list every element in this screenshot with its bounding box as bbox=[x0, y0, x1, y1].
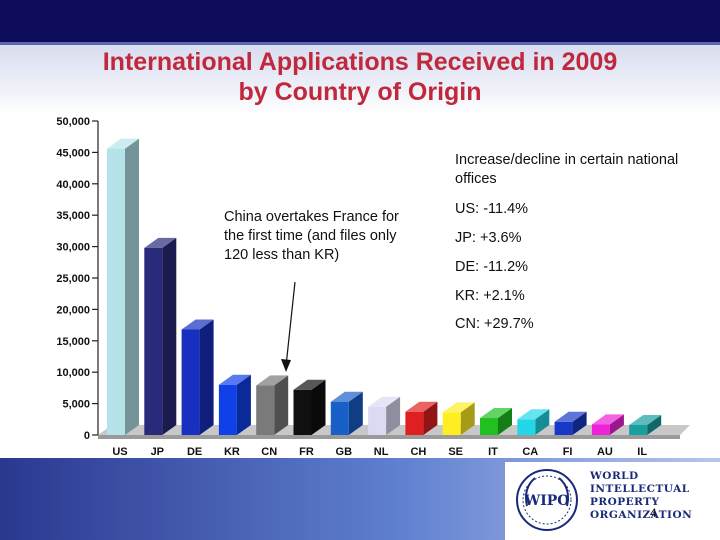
y-tick-label: 5,000 bbox=[62, 399, 90, 411]
bar-se bbox=[442, 412, 461, 435]
title-line-2: by Country of Origin bbox=[238, 78, 482, 106]
office-change-kr: KR: +2.1% bbox=[455, 288, 525, 304]
bar-nl-side bbox=[386, 396, 401, 435]
x-tick-label: CA bbox=[522, 446, 538, 458]
y-tick-label: 20,000 bbox=[56, 304, 90, 316]
title-band bbox=[0, 45, 720, 115]
bar-cn-side bbox=[274, 375, 289, 435]
bar-se-side bbox=[460, 402, 475, 435]
bar-ca-side bbox=[535, 409, 550, 435]
y-tick-label: 35,000 bbox=[56, 210, 90, 222]
bar-il bbox=[629, 424, 648, 435]
bar-de bbox=[181, 329, 200, 435]
bar-kr bbox=[218, 384, 237, 435]
office-change-jp: JP: +3.6% bbox=[455, 230, 522, 246]
bar-il-top bbox=[629, 414, 662, 425]
bar-se-top bbox=[442, 402, 475, 413]
header-bar bbox=[0, 0, 720, 45]
bar-fi bbox=[554, 421, 573, 435]
bar-fi-top bbox=[554, 411, 587, 422]
y-tick-label: 25,000 bbox=[56, 273, 90, 285]
office-change-de: DE: -11.2% bbox=[455, 259, 529, 275]
bar-kr-side bbox=[236, 374, 251, 435]
x-tick-label: CH bbox=[410, 446, 426, 458]
org-line-2: INTELLECTUAL bbox=[590, 483, 690, 495]
wipo-emblem-icon: WIPO bbox=[516, 469, 578, 531]
bar-gb-top bbox=[330, 391, 363, 402]
y-tick-label: 10,000 bbox=[56, 367, 90, 379]
org-line-1: WORLD bbox=[590, 470, 639, 482]
x-tick-label: SE bbox=[448, 446, 463, 458]
y-tick-label: 50,000 bbox=[56, 116, 90, 128]
y-tick-label: 45,000 bbox=[56, 147, 90, 159]
bar-nl-top bbox=[368, 396, 401, 407]
bar-cn bbox=[256, 385, 275, 435]
x-tick-label: JP bbox=[151, 446, 164, 458]
bar-ch-side bbox=[423, 401, 438, 435]
bar-cn-top bbox=[256, 375, 289, 386]
x-tick-label: IL bbox=[637, 446, 647, 458]
x-tick-label: IT bbox=[488, 446, 498, 458]
y-tick-label: 15,000 bbox=[56, 336, 90, 348]
office-change-us: US: -11.4% bbox=[455, 201, 529, 217]
bar-jp bbox=[144, 247, 163, 435]
x-tick-label: KR bbox=[224, 446, 240, 458]
bar-ch-top bbox=[405, 401, 438, 412]
organization-name: WORLD INTELLECTUAL PROPERTY ORGANIZATION bbox=[590, 470, 692, 522]
wipo-logo: WIPO WORLD INTELLECTUAL PROPERTY ORGANIZ… bbox=[505, 462, 720, 540]
annotation-arrow-head bbox=[281, 359, 291, 372]
bar-au bbox=[591, 424, 610, 435]
annotation-arrow-line bbox=[285, 281, 296, 367]
bar-us-top bbox=[107, 138, 139, 149]
org-line-3: PROPERTY bbox=[590, 496, 660, 508]
x-tick-label: AU bbox=[597, 446, 613, 458]
bar-fr-top bbox=[293, 379, 326, 390]
bar-au-top bbox=[591, 414, 624, 425]
page-number: 4 bbox=[650, 506, 657, 520]
bar-kr-top bbox=[218, 374, 251, 385]
x-tick-label: DE bbox=[187, 446, 202, 458]
wipo-emblem-text: WIPO bbox=[524, 493, 570, 509]
x-tick-label: CN bbox=[261, 446, 277, 458]
x-tick-label: FI bbox=[563, 446, 573, 458]
bar-it bbox=[480, 418, 498, 435]
bar-ca bbox=[517, 419, 536, 435]
bar-ca-top bbox=[517, 409, 550, 420]
bar-de-top bbox=[181, 319, 214, 330]
x-tick-label: NL bbox=[374, 446, 389, 458]
office-change-cn: CN: +29.7% bbox=[455, 316, 534, 332]
slide-title: International Applications Received in 2… bbox=[40, 47, 680, 107]
x-tick-label: GB bbox=[336, 446, 353, 458]
bar-us-side bbox=[125, 138, 139, 435]
bar-fr-side bbox=[311, 379, 326, 435]
chart-floor-edge bbox=[98, 435, 680, 439]
y-tick-label: 30,000 bbox=[56, 242, 90, 254]
x-tick-label: US bbox=[112, 446, 127, 458]
bar-il-side bbox=[647, 414, 662, 435]
bar-gb bbox=[330, 401, 349, 435]
bar-fi-side bbox=[572, 411, 587, 435]
y-tick-label: 0 bbox=[84, 430, 90, 442]
bar-au-side bbox=[609, 414, 624, 435]
bar-de-side bbox=[199, 319, 214, 435]
bar-chart: 0 5,000 10,000 15,000 20,000 25,000 30,000 35,0… bbox=[56, 116, 690, 458]
bar-jp-side bbox=[162, 237, 177, 435]
bar-it-side bbox=[498, 408, 512, 435]
y-tick-label: 40,000 bbox=[56, 179, 90, 191]
bar-gb-side bbox=[348, 391, 363, 435]
x-tick-label: FR bbox=[299, 446, 314, 458]
bar-us bbox=[107, 148, 125, 435]
org-line-4: ORGANIZATION bbox=[590, 509, 693, 521]
bar-nl bbox=[368, 406, 387, 435]
title-line-1: International Applications Received in 2… bbox=[102, 48, 618, 76]
china-annotation: China overtakes France for the first tim… bbox=[224, 209, 399, 263]
bar-ch bbox=[405, 411, 424, 435]
offices-heading: Increase/decline in certain national off… bbox=[455, 152, 679, 187]
bar-fr bbox=[293, 389, 312, 435]
bar-jp-top bbox=[144, 237, 177, 248]
bar-it-top bbox=[480, 408, 512, 419]
